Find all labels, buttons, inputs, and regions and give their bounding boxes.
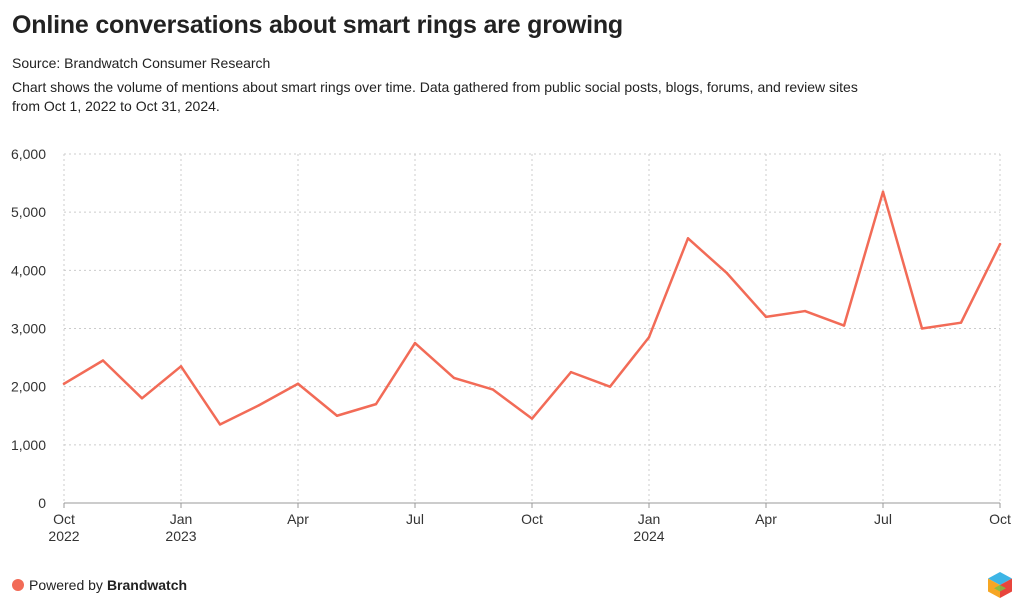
data-point: [530, 417, 534, 420]
x-tick-label: Jul: [406, 511, 424, 527]
x-tick-label: Apr: [287, 511, 309, 527]
brand-name[interactable]: Brandwatch: [106, 577, 188, 593]
x-tick-year-label: 2024: [633, 528, 664, 544]
data-point: [62, 382, 66, 385]
data-point: [764, 315, 768, 319]
data-point: [491, 388, 495, 391]
chart-title: Online conversations about smart rings a…: [12, 11, 623, 39]
brandwatch-cube-logo-icon[interactable]: [987, 571, 1013, 599]
data-point: [101, 359, 105, 362]
chart-source: Source: Brandwatch Consumer Research: [12, 55, 271, 71]
data-point: [725, 272, 729, 275]
y-tick-label: 6,000: [11, 146, 46, 162]
y-tick-label: 1,000: [11, 437, 46, 453]
data-point: [452, 376, 456, 380]
data-point: [920, 327, 924, 330]
x-tick-label: Oct: [989, 511, 1011, 527]
data-point: [881, 190, 885, 194]
powered-by-text: Powered by: [29, 577, 103, 593]
x-tick-label: Apr: [755, 511, 777, 527]
data-point: [374, 402, 378, 406]
y-tick-label: 3,000: [11, 321, 46, 337]
data-point: [647, 336, 651, 339]
data-point: [179, 365, 183, 368]
x-gridlines: [63, 154, 1001, 508]
data-point: [569, 370, 573, 374]
chart-description: Chart shows the volume of mentions about…: [12, 79, 858, 114]
brand-dot-icon: [12, 579, 24, 591]
x-tick-label: Oct: [53, 511, 75, 527]
data-point: [296, 382, 300, 385]
data-point: [413, 341, 417, 345]
data-point: [803, 309, 807, 313]
x-tick-label: Jan: [638, 511, 661, 527]
x-tick-year-label: 2022: [48, 528, 79, 544]
x-tick-label: Oct: [521, 511, 543, 527]
y-tick-label: 0: [38, 495, 46, 511]
y-tick-label: 2,000: [11, 379, 46, 395]
y-tick-label: 5,000: [11, 204, 46, 220]
data-point: [257, 404, 261, 407]
x-tick-label: Jul: [874, 511, 892, 527]
x-tick-label: Jan: [170, 511, 193, 527]
x-tick-year-label: 2023: [165, 528, 196, 544]
y-gridlines: [64, 153, 1000, 504]
data-point: [218, 423, 222, 426]
footer: Powered by Brandwatch: [12, 577, 187, 593]
data-point: [959, 321, 963, 324]
data-point: [140, 397, 144, 400]
data-point: [998, 242, 1002, 246]
y-axis-labels: 0 1,000 2,000 3,000 4,000 5,000 6,000: [11, 146, 46, 511]
data-point: [335, 414, 339, 417]
y-tick-label: 4,000: [11, 262, 46, 278]
data-point: [608, 385, 612, 388]
data-point: [842, 324, 846, 327]
data-point: [686, 237, 690, 240]
series-group: [62, 190, 1002, 426]
